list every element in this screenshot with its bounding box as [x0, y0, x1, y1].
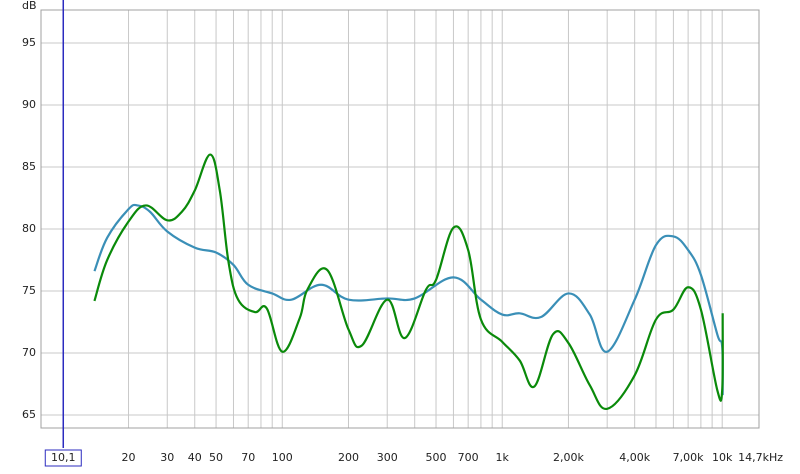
y-tick-label: 80: [22, 222, 36, 235]
y-tick-label: 85: [22, 160, 36, 173]
cursor-label-box: [44, 449, 82, 467]
x-tick-label: 7,00k: [673, 451, 704, 464]
x-tick-label: 14,7kHz: [738, 451, 783, 464]
y-tick-label: 70: [22, 346, 36, 359]
x-tick-label: 700: [458, 451, 479, 464]
x-tick-label: 2,00k: [553, 451, 584, 464]
x-tick-label: 40: [188, 451, 202, 464]
plot-frame: [40, 9, 760, 429]
y-tick-label: 65: [22, 408, 36, 421]
x-tick-label: 50: [209, 451, 223, 464]
x-tick-label: 1k: [496, 451, 510, 464]
cursor-label: 10,1: [51, 451, 76, 464]
y-tick-label: 75: [22, 284, 36, 297]
x-tick-label: 10k: [712, 451, 733, 464]
response-line: [93, 203, 724, 396]
x-tick-label: 500: [426, 451, 447, 464]
x-tick-label: 4,00k: [619, 451, 650, 464]
x-tick-label: 20: [122, 451, 136, 464]
x-tick-label: 100: [272, 451, 293, 464]
y-tick-label: 95: [22, 36, 36, 49]
response-line: [93, 153, 724, 410]
y-axis-label: dB: [22, 0, 37, 12]
y-tick-label: 90: [22, 98, 36, 111]
x-tick-label: 300: [377, 451, 398, 464]
x-tick-label: 70: [241, 451, 255, 464]
x-tick-label: 200: [338, 451, 359, 464]
x-tick-label: 30: [160, 451, 174, 464]
